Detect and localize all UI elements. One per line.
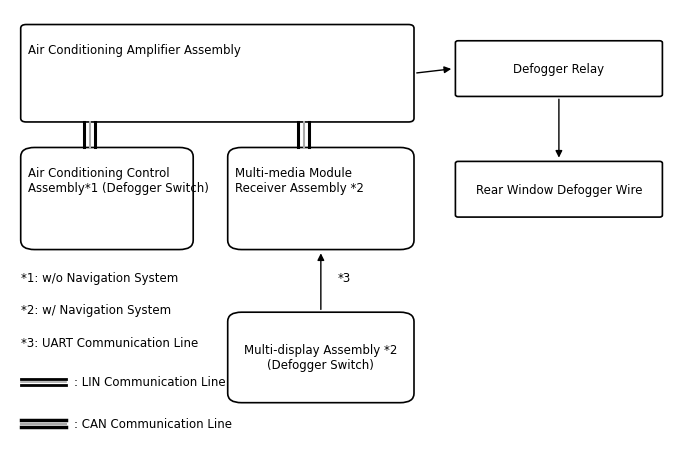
- Text: : LIN Communication Line: : LIN Communication Line: [74, 375, 226, 388]
- Text: Multi-media Module
Receiver Assembly *2: Multi-media Module Receiver Assembly *2: [235, 167, 364, 194]
- Text: *3: *3: [338, 271, 351, 284]
- FancyBboxPatch shape: [455, 162, 662, 218]
- FancyBboxPatch shape: [21, 148, 193, 250]
- Text: : CAN Communication Line: : CAN Communication Line: [74, 417, 232, 430]
- FancyBboxPatch shape: [21, 25, 414, 123]
- Text: *1: w/o Navigation System: *1: w/o Navigation System: [21, 271, 178, 284]
- Text: Air Conditioning Control
Assembly*1 (Defogger Switch): Air Conditioning Control Assembly*1 (Def…: [28, 167, 208, 194]
- Text: Defogger Relay: Defogger Relay: [513, 63, 604, 76]
- Text: Rear Window Defogger Wire: Rear Window Defogger Wire: [475, 183, 642, 196]
- FancyBboxPatch shape: [228, 148, 414, 250]
- FancyBboxPatch shape: [228, 313, 414, 403]
- FancyBboxPatch shape: [455, 42, 662, 97]
- Text: Multi-display Assembly *2
(Defogger Switch): Multi-display Assembly *2 (Defogger Swit…: [244, 344, 397, 372]
- Text: *3: UART Communication Line: *3: UART Communication Line: [21, 336, 198, 349]
- Text: Air Conditioning Amplifier Assembly: Air Conditioning Amplifier Assembly: [28, 44, 241, 57]
- Text: *2: w/ Navigation System: *2: w/ Navigation System: [21, 304, 171, 317]
